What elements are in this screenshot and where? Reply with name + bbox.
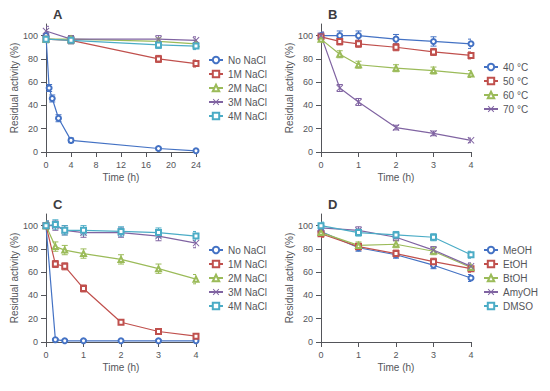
svg-text:C: C — [53, 197, 63, 212]
svg-text:0: 0 — [43, 350, 48, 360]
svg-text:40 °C: 40 °C — [503, 62, 528, 73]
svg-text:Residual activity (%): Residual activity (%) — [284, 43, 295, 134]
svg-text:80: 80 — [28, 54, 38, 64]
svg-text:AmyOH: AmyOH — [503, 287, 538, 298]
svg-text:100: 100 — [298, 221, 313, 231]
svg-text:Time (h): Time (h) — [103, 362, 140, 373]
svg-text:0: 0 — [33, 337, 38, 347]
svg-text:4M NaCl: 4M NaCl — [228, 111, 267, 122]
svg-text:70 °C: 70 °C — [503, 104, 528, 115]
svg-text:40: 40 — [303, 100, 313, 110]
svg-text:Time (h): Time (h) — [378, 172, 415, 183]
svg-text:4M NaCl: 4M NaCl — [228, 301, 267, 312]
svg-text:16: 16 — [141, 160, 151, 170]
svg-text:4: 4 — [68, 160, 73, 170]
svg-text:1M NaCl: 1M NaCl — [228, 69, 267, 80]
svg-text:0: 0 — [318, 350, 323, 360]
svg-text:60 °C: 60 °C — [503, 90, 528, 101]
svg-text:0: 0 — [308, 337, 313, 347]
svg-text:20: 20 — [303, 124, 313, 134]
svg-text:0: 0 — [33, 147, 38, 157]
svg-text:12: 12 — [116, 160, 126, 170]
svg-text:1: 1 — [356, 350, 361, 360]
svg-text:4: 4 — [193, 350, 198, 360]
svg-text:B: B — [328, 7, 337, 22]
svg-text:Residual activity (%): Residual activity (%) — [9, 43, 20, 134]
svg-text:4: 4 — [468, 160, 473, 170]
svg-text:40: 40 — [303, 290, 313, 300]
svg-text:0: 0 — [318, 160, 323, 170]
svg-text:3M NaCl: 3M NaCl — [228, 287, 267, 298]
svg-text:60: 60 — [28, 77, 38, 87]
svg-text:MeOH: MeOH — [503, 245, 532, 256]
svg-text:60: 60 — [303, 267, 313, 277]
svg-text:BtOH: BtOH — [503, 273, 527, 284]
svg-text:24: 24 — [191, 160, 201, 170]
svg-text:3: 3 — [156, 350, 161, 360]
svg-text:2: 2 — [118, 350, 123, 360]
svg-text:3: 3 — [431, 350, 436, 360]
svg-text:1: 1 — [81, 350, 86, 360]
svg-text:Residual activity (%): Residual activity (%) — [284, 233, 295, 324]
svg-text:20: 20 — [28, 124, 38, 134]
svg-text:3: 3 — [431, 160, 436, 170]
svg-text:2: 2 — [393, 350, 398, 360]
svg-text:80: 80 — [28, 244, 38, 254]
svg-text:Time (h): Time (h) — [103, 172, 140, 183]
svg-text:2M NaCl: 2M NaCl — [228, 273, 267, 284]
svg-text:DMSO: DMSO — [503, 301, 533, 312]
svg-text:3M NaCl: 3M NaCl — [228, 97, 267, 108]
svg-text:D: D — [328, 197, 337, 212]
svg-text:0: 0 — [308, 147, 313, 157]
svg-text:2: 2 — [393, 160, 398, 170]
svg-text:1M NaCl: 1M NaCl — [228, 259, 267, 270]
svg-text:20: 20 — [303, 314, 313, 324]
svg-text:20: 20 — [166, 160, 176, 170]
svg-text:No NaCl: No NaCl — [228, 55, 266, 66]
svg-text:50 °C: 50 °C — [503, 76, 528, 87]
svg-text:8: 8 — [93, 160, 98, 170]
svg-text:A: A — [53, 7, 63, 22]
svg-text:4: 4 — [468, 350, 473, 360]
svg-text:100: 100 — [23, 31, 38, 41]
svg-text:40: 40 — [28, 100, 38, 110]
svg-text:2M NaCl: 2M NaCl — [228, 83, 267, 94]
svg-text:100: 100 — [23, 221, 38, 231]
svg-text:Time (h): Time (h) — [378, 362, 415, 373]
svg-text:0: 0 — [43, 160, 48, 170]
svg-text:60: 60 — [28, 267, 38, 277]
svg-text:20: 20 — [28, 314, 38, 324]
svg-text:1: 1 — [356, 160, 361, 170]
svg-text:EtOH: EtOH — [503, 259, 527, 270]
svg-text:100: 100 — [298, 31, 313, 41]
svg-text:40: 40 — [28, 290, 38, 300]
svg-text:Residual activity (%): Residual activity (%) — [9, 233, 20, 324]
svg-text:80: 80 — [303, 244, 313, 254]
svg-text:80: 80 — [303, 54, 313, 64]
svg-text:No NaCl: No NaCl — [228, 245, 266, 256]
svg-text:60: 60 — [303, 77, 313, 87]
